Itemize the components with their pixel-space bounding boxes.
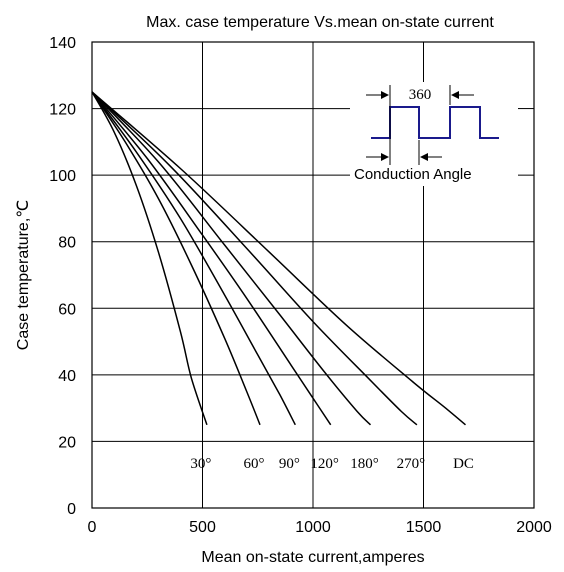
series-labels: 30° 60° 90° 120° 180° 270° DC [190,456,473,472]
conduction-arrowhead-right [420,153,428,161]
plot-frame [91,41,535,509]
y-tick-label-2: 40 [58,368,76,385]
y-tick-label-0: 0 [67,501,76,518]
conduction-angle-inset: 360 Conduction Angle [350,82,518,186]
series-label-0: 30° [190,456,211,472]
series-curve-1 [91,91,261,426]
y-tick-label-4: 80 [58,235,76,252]
series-curve-0 [91,91,208,426]
series-curve-2 [91,91,296,426]
period-arrowhead-right [451,91,459,99]
series-curves [91,91,466,426]
y-tick-label-1: 20 [58,434,76,451]
period-arrowhead-left [381,91,389,99]
series-curve-5 [91,91,418,426]
series-label-4: 180° [350,456,379,472]
series-label-3: 120° [310,456,339,472]
x-tick-label-0: 0 [88,519,97,536]
inset-background [350,82,518,186]
series-label-5: 270° [397,456,426,472]
y-tick-label-7: 140 [49,35,76,52]
series-curve-4 [91,91,372,426]
series-label-1: 60° [243,456,264,472]
y-tick-label-5: 100 [49,168,76,185]
period-label: 360 [409,87,432,103]
x-tick-label-1: 500 [189,519,216,536]
series-curve-3 [91,91,332,426]
chart-title: Max. case temperature Vs.mean on-state c… [146,14,494,31]
conduction-label: Conduction Angle [354,166,472,183]
conduction-arrowhead-left [381,153,389,161]
x-tick-labels: 0 500 1000 1500 2000 [88,519,552,536]
series-label-2: 90° [279,456,300,472]
y-tick-label-6: 120 [49,102,76,119]
x-tick-label-2: 1000 [295,519,331,536]
y-tick-labels: 0 20 40 60 80 100 120 140 [49,35,76,518]
y-axis-label: Case temperature,℃ [15,200,32,350]
x-axis-label: Mean on-state current,amperes [201,549,424,566]
x-tick-label-3: 1500 [406,519,442,536]
series-curve-6 [91,91,466,426]
x-tick-label-4: 2000 [516,519,552,536]
y-tick-label-3: 60 [58,301,76,318]
grid [92,42,534,508]
series-label-6: DC [453,456,474,472]
